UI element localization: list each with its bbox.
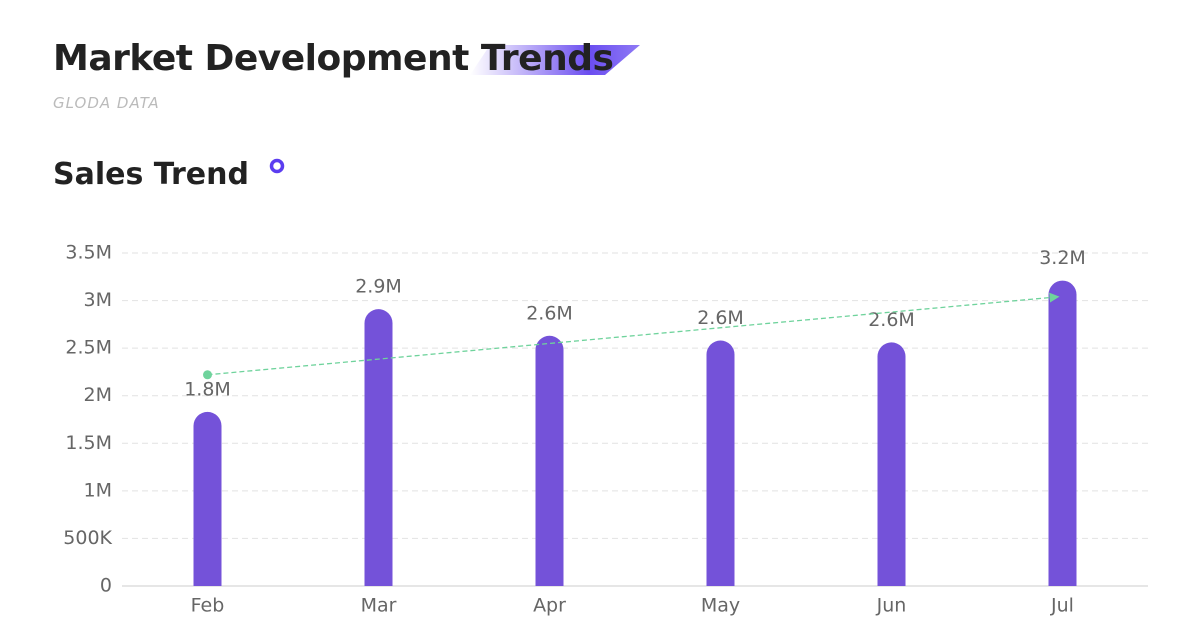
x-tick-label: Apr xyxy=(533,595,566,617)
page-title: Market Development Trends xyxy=(53,38,614,79)
x-tick-label: Mar xyxy=(361,595,397,617)
value-label: 2.6M xyxy=(868,309,915,331)
y-tick-label: 0 xyxy=(100,575,112,597)
trend-line xyxy=(207,292,1060,376)
bar xyxy=(193,411,222,586)
chart-title-text: Sales Trend xyxy=(53,157,249,192)
x-tick-label: May xyxy=(701,595,740,617)
bar xyxy=(877,342,906,586)
y-tick-label: 2.5M xyxy=(65,337,112,359)
y-tick-label: 3M xyxy=(84,289,112,311)
value-label: 2.9M xyxy=(355,276,402,298)
page-subtitle: GLODA DATA xyxy=(53,94,160,112)
bar xyxy=(706,340,735,586)
title-icon xyxy=(270,158,285,174)
bar xyxy=(535,335,564,586)
x-tick-label: Jul xyxy=(1050,595,1074,617)
x-tick-label: Feb xyxy=(191,595,225,617)
y-tick-label: 3.5M xyxy=(65,242,112,264)
x-tick-label: Jun xyxy=(876,595,907,617)
chart-title: Sales Trend xyxy=(53,156,287,192)
value-label: 1.8M xyxy=(184,378,231,400)
bar xyxy=(1048,280,1077,586)
y-tick-label: 2M xyxy=(84,384,112,406)
trend-start xyxy=(203,370,212,380)
y-tick-label: 1.5M xyxy=(65,432,112,454)
bar xyxy=(364,309,393,586)
value-label: 3.2M xyxy=(1039,247,1086,269)
y-tick-label: 1M xyxy=(84,479,112,501)
y-tick-label: 500K xyxy=(63,527,112,549)
title-decoration xyxy=(470,45,640,75)
value-label: 2.6M xyxy=(526,302,573,324)
value-label: 2.6M xyxy=(697,307,744,329)
